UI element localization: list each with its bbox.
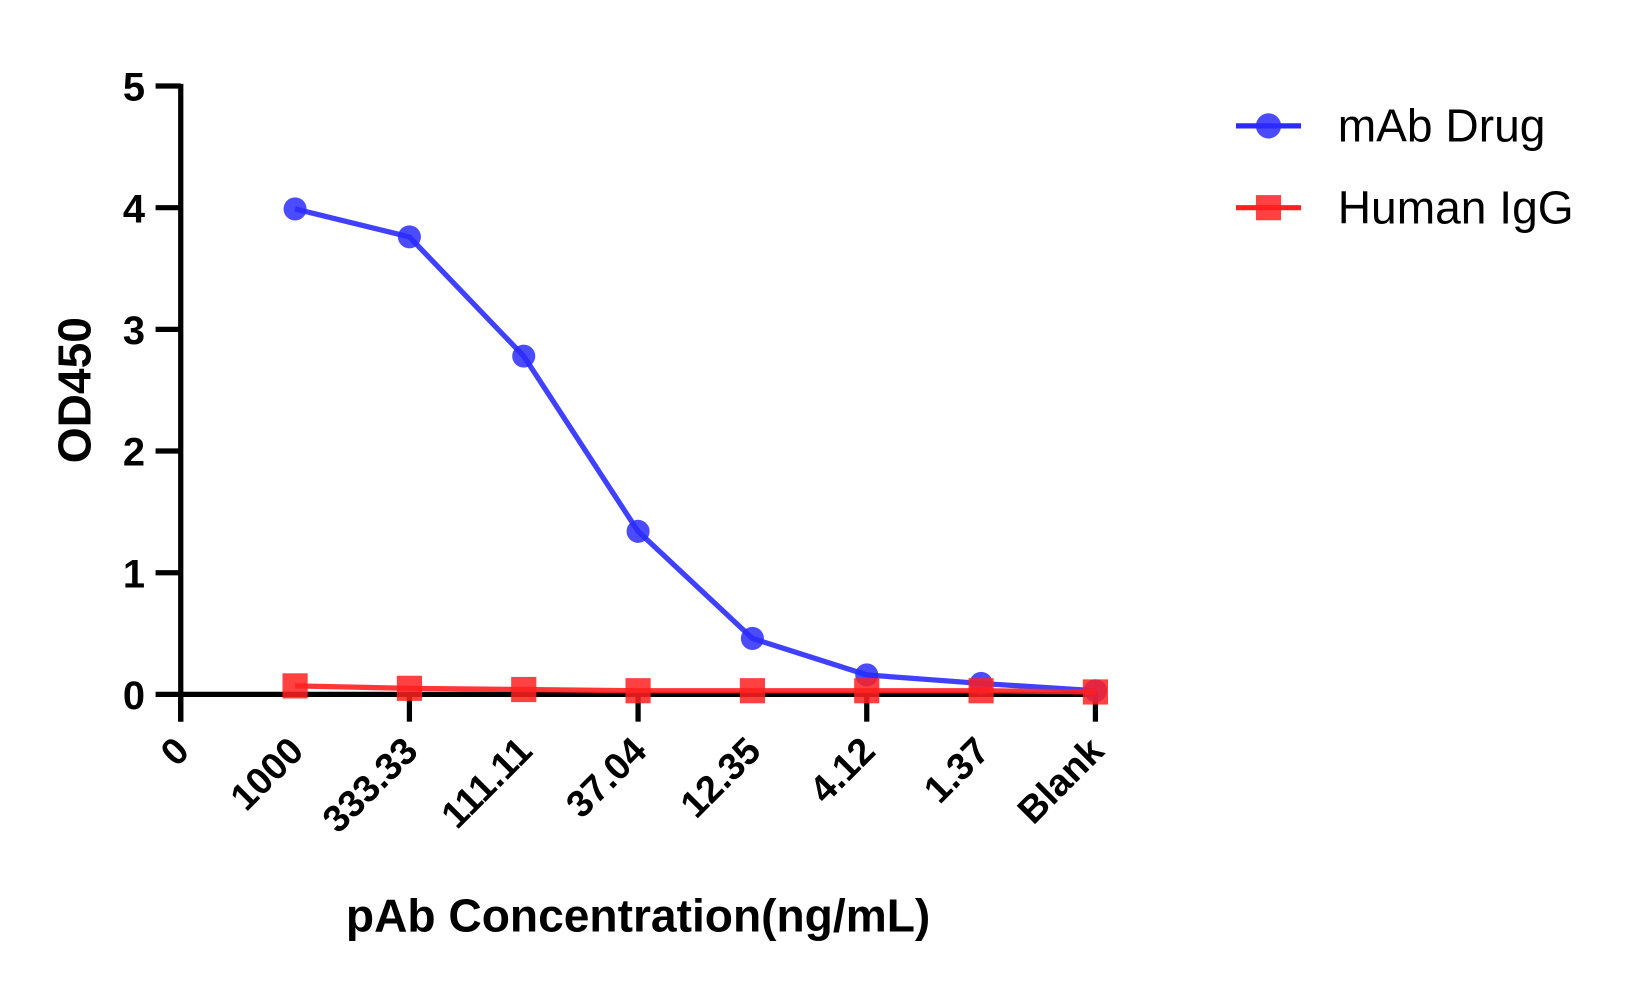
data-point bbox=[1082, 679, 1109, 705]
series-human-igg bbox=[282, 673, 1109, 705]
series-line bbox=[295, 683, 1096, 695]
data-point bbox=[282, 673, 308, 699]
x-axis-label: pAb Concentration(ng/mL) bbox=[346, 889, 930, 941]
y-tick-label: 1 bbox=[123, 552, 145, 596]
y-tick-label: 5 bbox=[123, 66, 145, 110]
series-layer bbox=[282, 197, 1109, 705]
y-tick-label: 0 bbox=[123, 674, 145, 718]
data-point bbox=[740, 626, 764, 650]
y-tick-label: 3 bbox=[123, 309, 145, 353]
legend-item: Human IgG bbox=[1235, 181, 1574, 233]
data-point bbox=[396, 675, 423, 701]
data-point bbox=[626, 519, 650, 543]
x-tick-label: 1.37 bbox=[916, 730, 998, 812]
axes: 0 1 2 3 4 5 0 1000 333.33 111.11 37.04 12.35 4.12 1.3… bbox=[123, 66, 1113, 841]
data-point bbox=[739, 678, 766, 704]
x-tick-label: 333.33 bbox=[315, 730, 426, 841]
series-line bbox=[294, 206, 1096, 694]
data-point bbox=[968, 678, 994, 704]
data-point bbox=[511, 676, 537, 703]
y-axis-label: OD450 bbox=[49, 317, 101, 463]
legend: mAb Drug Human IgG bbox=[1235, 100, 1574, 233]
legend-label: Human IgG bbox=[1338, 181, 1574, 233]
x-tick-label: Blank bbox=[1010, 729, 1113, 832]
data-point bbox=[625, 678, 651, 704]
data-point bbox=[512, 344, 536, 368]
x-tick-label: 1000 bbox=[223, 730, 312, 819]
legend-marker bbox=[1255, 113, 1282, 139]
data-point bbox=[854, 678, 880, 704]
x-tick-label: 0 bbox=[153, 730, 198, 775]
x-tick-label: 12.35 bbox=[673, 730, 769, 826]
series-mab-drug bbox=[283, 197, 1107, 703]
x-tick-label: 37.04 bbox=[558, 730, 655, 827]
data-point bbox=[283, 197, 307, 221]
x-tick-label: 111.11 bbox=[434, 730, 541, 837]
y-tick-label: 4 bbox=[123, 187, 145, 231]
x-tick-label: 4.12 bbox=[802, 730, 884, 812]
legend-marker bbox=[1255, 195, 1282, 221]
data-point bbox=[397, 225, 421, 249]
y-tick-label: 2 bbox=[123, 431, 145, 475]
legend-item: mAb Drug bbox=[1235, 100, 1546, 152]
legend-label: mAb Drug bbox=[1338, 100, 1546, 152]
